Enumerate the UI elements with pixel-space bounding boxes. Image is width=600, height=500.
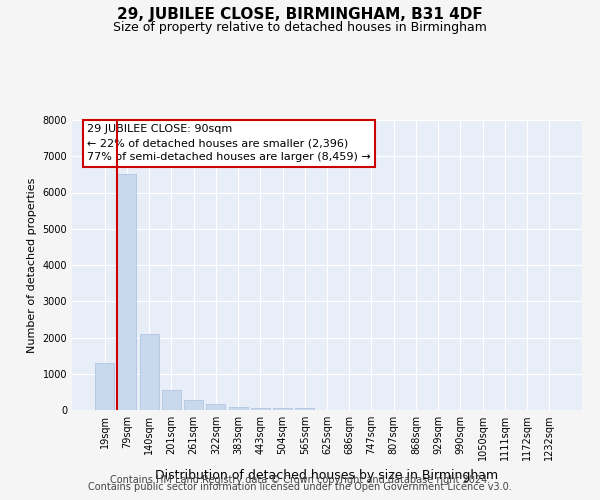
Bar [184,400,203,410]
Bar [273,408,292,410]
Text: 29, JUBILEE CLOSE, BIRMINGHAM, B31 4DF: 29, JUBILEE CLOSE, BIRMINGHAM, B31 4DF [117,8,483,22]
Bar [251,408,270,410]
Bar [118,174,136,410]
Text: Contains HM Land Registry data © Crown copyright and database right 2024.: Contains HM Land Registry data © Crown c… [110,475,490,485]
Bar [295,408,314,410]
Bar [229,406,248,410]
Bar [206,404,225,410]
Text: Contains public sector information licensed under the Open Government Licence v3: Contains public sector information licen… [88,482,512,492]
Bar [140,334,158,410]
Text: 29 JUBILEE CLOSE: 90sqm
← 22% of detached houses are smaller (2,396)
77% of semi: 29 JUBILEE CLOSE: 90sqm ← 22% of detache… [88,124,371,162]
Bar [95,363,114,410]
X-axis label: Distribution of detached houses by size in Birmingham: Distribution of detached houses by size … [155,468,499,481]
Y-axis label: Number of detached properties: Number of detached properties [27,178,37,352]
Text: Size of property relative to detached houses in Birmingham: Size of property relative to detached ho… [113,21,487,34]
Bar [162,390,181,410]
